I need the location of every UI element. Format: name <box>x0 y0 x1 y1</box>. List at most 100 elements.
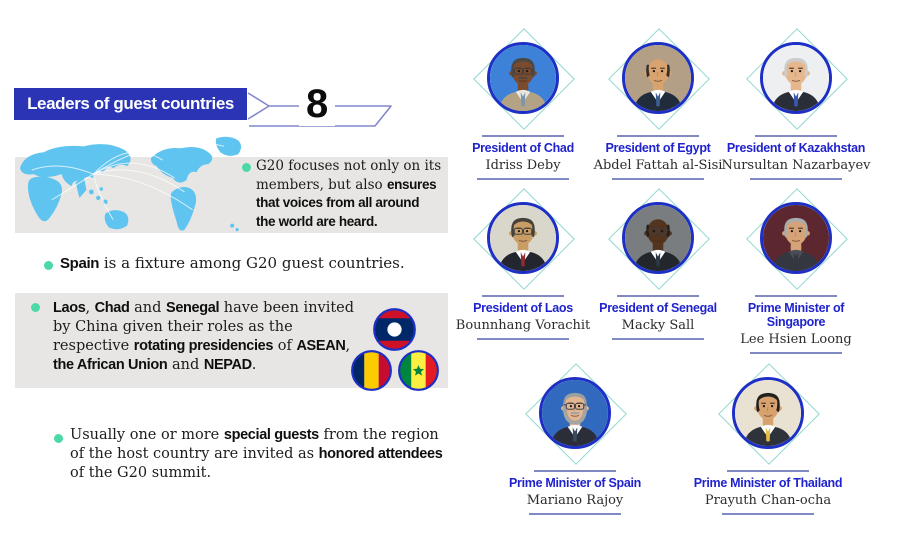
fact-text: of the G20 summit. <box>70 465 212 481</box>
leader-name: Idriss Deby <box>485 158 561 173</box>
portrait <box>583 26 733 130</box>
name-rule <box>529 513 621 515</box>
leader-avatar <box>490 45 556 111</box>
fact-invited-countries: Laos, Chad and Senegal have been invited… <box>53 299 355 375</box>
fact-text: of <box>273 338 297 354</box>
fact-text-bold: the African Union <box>53 357 168 373</box>
portrait-ring <box>732 377 804 449</box>
leader-card-kazakhstan: President of Kazakhstan Nursultan Nazarb… <box>721 26 871 180</box>
leader-card-singapore: Prime Minister of Singapore Lee Hsien Lo… <box>721 186 871 354</box>
fact-text: G20 focuses not only on its members, but… <box>256 158 442 193</box>
section-title: Leaders of guest countries <box>27 94 234 113</box>
leader-name: Macky Sall <box>621 318 695 333</box>
fact-text-bold: honored attendees <box>318 446 443 462</box>
leader-name: Mariano Rajoy <box>526 493 624 508</box>
fact-text: have been invited by China given their r… <box>53 300 355 354</box>
title-rule <box>617 295 699 297</box>
name-rule <box>477 178 569 180</box>
fact-text: and <box>167 357 204 373</box>
leader-title: Prime Minister of Spain <box>508 476 642 490</box>
portrait-ring <box>539 377 611 449</box>
fact-text-bold: Spain <box>60 255 100 272</box>
portrait <box>721 186 871 290</box>
fact-text: , <box>345 338 351 354</box>
leader-card-chad: President of Chad Idriss Deby <box>448 26 598 180</box>
leader-title: President of Egypt <box>605 141 711 155</box>
leader-avatar <box>490 205 556 271</box>
leader-card-senegal: President of Senegal Macky Sall <box>583 186 733 340</box>
section-title-banner: Leaders of guest countries <box>14 88 247 120</box>
portrait-ring <box>622 42 694 114</box>
leader-card-laos: President of Laos Bounnhang Vorachit <box>448 186 598 340</box>
fact-text: , <box>85 300 95 316</box>
fact-g20-voices: G20 focuses not only on its members, but… <box>256 158 456 231</box>
portrait-ring <box>760 202 832 274</box>
fact-text: is a fixture among G20 guest countries. <box>99 254 405 272</box>
fact-text-bold: NEPAD <box>203 357 252 373</box>
leader-card-spain: Prime Minister of Spain Mariano Rajoy <box>480 361 670 515</box>
fact-text: from the region of the host country are … <box>70 427 439 462</box>
fact-text: Usually one or more <box>70 427 224 443</box>
name-rule <box>750 352 842 354</box>
bullet-dot <box>242 163 251 172</box>
leader-title: Prime Minister of Thailand <box>693 476 843 490</box>
bullet-dot <box>31 303 40 312</box>
portrait <box>448 26 598 130</box>
portrait <box>673 361 863 465</box>
leader-avatar <box>625 205 691 271</box>
leader-card-thailand: Prime Minister of Thailand Prayuth Chan-… <box>673 361 863 515</box>
title-rule <box>482 135 564 137</box>
portrait-ring <box>760 42 832 114</box>
laos-flag-icon <box>373 308 416 351</box>
title-rule <box>617 135 699 137</box>
name-rule <box>722 513 814 515</box>
fact-spain: Spain is a fixture among G20 guest count… <box>60 254 450 273</box>
leader-name: Lee Hsien Loong <box>740 332 852 347</box>
bullet-dot <box>44 261 53 270</box>
fact-text: . <box>251 357 257 373</box>
leader-avatar <box>763 45 829 111</box>
leader-avatar <box>735 380 801 446</box>
title-rule <box>727 470 809 472</box>
bullet-dot <box>54 434 63 443</box>
leader-name: Bounnhang Vorachit <box>455 318 591 333</box>
name-rule <box>477 338 569 340</box>
leader-avatar <box>542 380 608 446</box>
leader-avatar <box>625 45 691 111</box>
senegal-flag-icon <box>398 350 439 391</box>
title-rule <box>482 295 564 297</box>
fact-text-bold: Chad <box>94 300 130 316</box>
fact-text-bold: ASEAN <box>296 338 346 354</box>
name-rule <box>612 338 704 340</box>
portrait <box>448 186 598 290</box>
chad-flag-icon <box>351 350 392 391</box>
portrait-ring <box>487 42 559 114</box>
leader-name: Abdel Fattah al-Sisi <box>593 158 723 173</box>
leader-title: President of Kazakhstan <box>726 141 866 155</box>
portrait-ring <box>622 202 694 274</box>
title-rule <box>755 135 837 137</box>
fact-text-bold: Senegal <box>166 300 220 316</box>
fact-text-bold: ensures that voices from all around the … <box>256 176 437 229</box>
portrait <box>721 26 871 130</box>
guest-count: 8 <box>299 82 336 126</box>
leader-title: Prime Minister of Singapore <box>747 301 845 329</box>
world-map-icon <box>19 136 242 232</box>
portrait-ring <box>487 202 559 274</box>
fact-special-guests: Usually one or more special guests from … <box>70 426 452 483</box>
portrait <box>583 186 733 290</box>
fact-text-bold: special guests <box>223 427 319 443</box>
leader-name: Nursultan Nazarbayev <box>721 158 871 173</box>
leader-card-egypt: President of Egypt Abdel Fattah al-Sisi <box>583 26 733 180</box>
leader-title: President of Laos <box>473 301 573 315</box>
fact-text-bold: Laos <box>53 300 86 316</box>
leader-name: Prayuth Chan-ocha <box>704 493 832 508</box>
leader-avatar <box>763 205 829 271</box>
fact-text: and <box>129 300 167 316</box>
title-rule <box>755 295 837 297</box>
fact-text-bold: rotating presidencies <box>133 338 274 354</box>
portrait <box>480 361 670 465</box>
leader-title: President of Senegal <box>599 301 717 315</box>
title-rule <box>534 470 616 472</box>
